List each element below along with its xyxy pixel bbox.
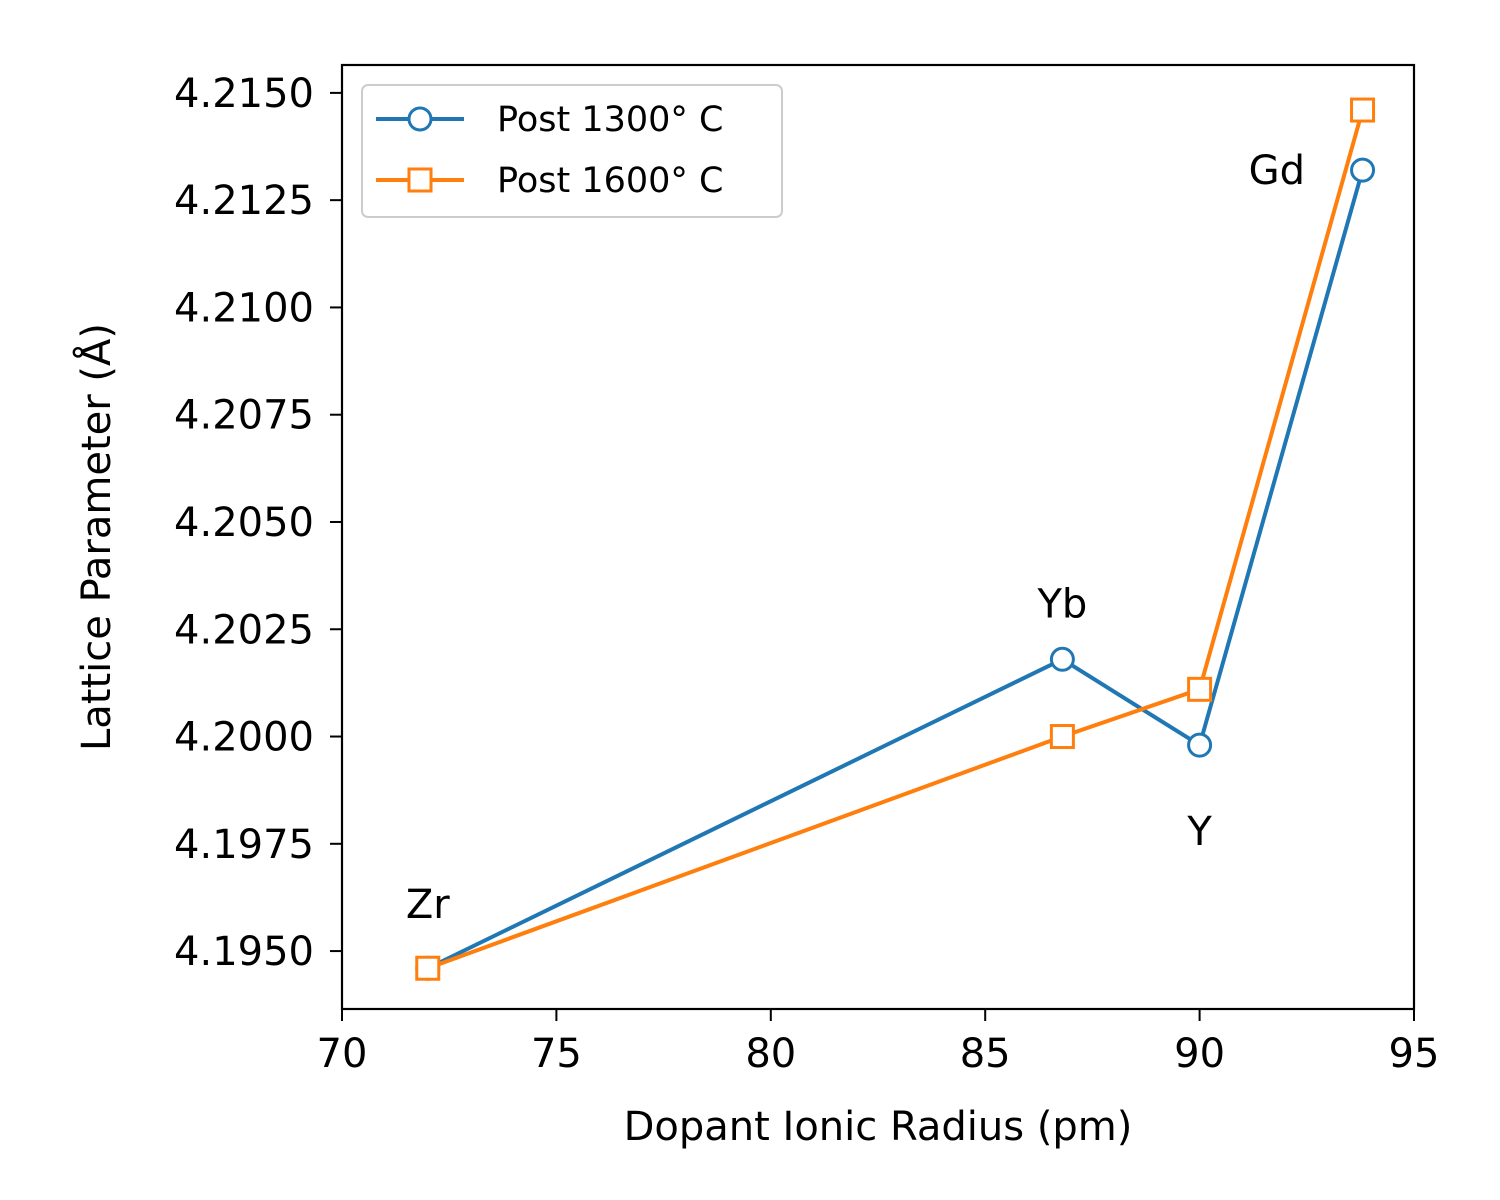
legend-label: Post 1600° C	[497, 161, 724, 201]
series-layer	[415, 97, 1376, 981]
annotation-label: Zr	[406, 882, 450, 928]
y-tick-label: 4.2100	[174, 285, 314, 331]
x-tick-label: 70	[317, 1031, 368, 1077]
legend-marker-square	[407, 167, 433, 193]
x-tick-label: 95	[1389, 1031, 1440, 1077]
legend-marker-circle	[407, 106, 433, 132]
legend-box	[361, 84, 783, 218]
annotation-layer: Zr Yb Y Gd	[406, 148, 1305, 928]
y-tick-label: 4.1950	[174, 929, 314, 975]
annotation-label: Y	[1186, 809, 1212, 855]
data-point	[1350, 157, 1376, 183]
legend: Post 1300° C Post 1600° C	[361, 84, 783, 218]
x-tick-label: 90	[1174, 1031, 1225, 1077]
x-axis-label: Dopant Ionic Radius (pm)	[624, 1104, 1133, 1150]
x-tick-label: 80	[745, 1031, 796, 1077]
series-line-2	[427, 109, 1365, 971]
data-point	[1049, 646, 1075, 672]
y-tick-label: 4.2025	[174, 607, 314, 653]
data-point	[1187, 732, 1213, 758]
annotation-label: Gd	[1249, 148, 1305, 194]
data-point	[1350, 97, 1376, 123]
annotation-label: Yb	[1036, 582, 1087, 628]
y-tick-label: 4.2075	[174, 393, 314, 439]
y-tick-label: 4.2050	[174, 500, 314, 546]
data-point	[1187, 676, 1213, 702]
data-point	[415, 955, 441, 981]
x-tick-label: 85	[960, 1031, 1011, 1077]
data-point	[1049, 724, 1075, 750]
series-line-1	[426, 169, 1365, 971]
legend-label: Post 1300° C	[497, 100, 724, 140]
axes: 70 75 80 85 90 95 4.1950 4.1975 4.2000 4.2025 4.20…	[174, 63, 1440, 1077]
plot-frame	[340, 63, 1416, 1011]
y-tick-label: 4.2150	[174, 71, 314, 117]
y-tick-label: 4.2000	[174, 715, 314, 761]
y-tick-label: 4.2125	[174, 178, 314, 224]
y-tick-label: 4.1975	[174, 822, 314, 868]
x-tick-label: 75	[531, 1031, 582, 1077]
y-axis-label: Lattice Parameter (Å)	[72, 323, 120, 751]
